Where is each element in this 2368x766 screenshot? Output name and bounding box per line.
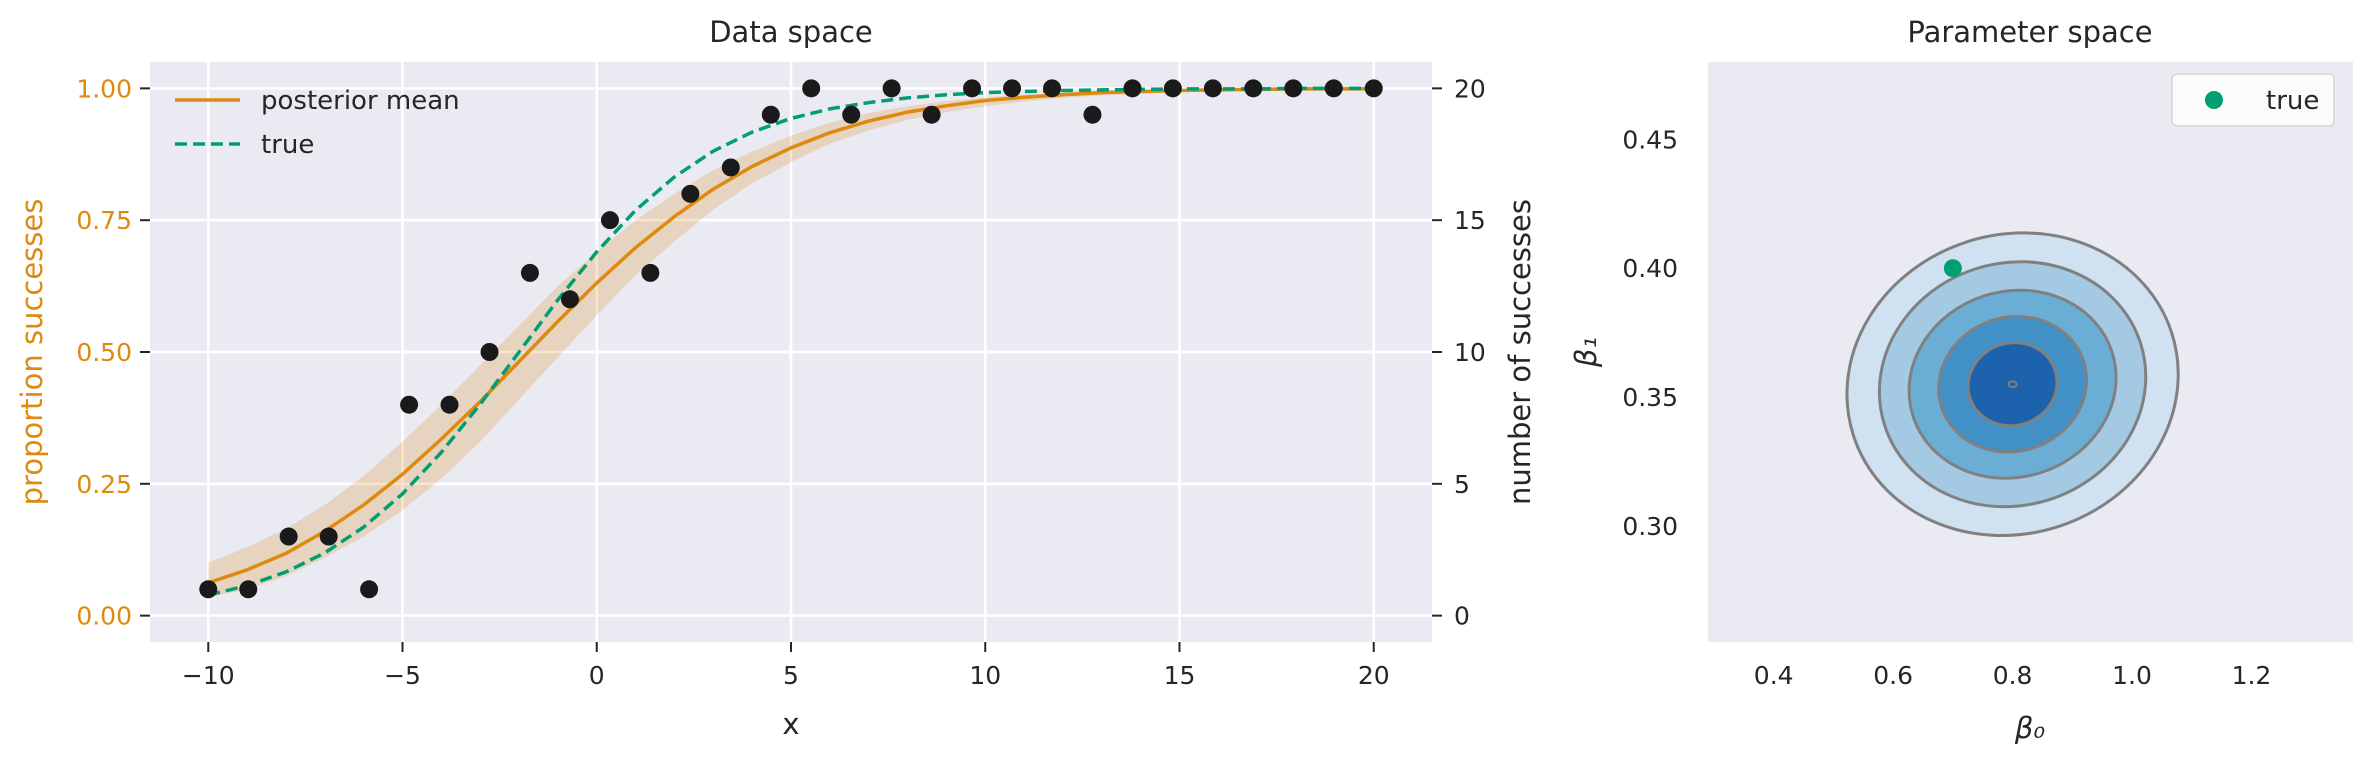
x-tick-label: 0 (589, 661, 605, 690)
data-point (1123, 79, 1142, 98)
data-point (681, 184, 700, 203)
data-point (560, 290, 579, 309)
data-space-left-tick-labels: 0.00 0.25 0.50 0.75 1.00 (76, 74, 150, 631)
data-point (761, 105, 780, 124)
y-tick-label: 0.50 (76, 338, 132, 367)
parameter-space-x-label: β₀ (2014, 711, 2046, 745)
beta1-tick-label: 0.30 (1622, 512, 1678, 541)
data-point (1163, 79, 1182, 98)
data-point (400, 395, 419, 414)
data-point (1284, 79, 1303, 98)
y-tick-label: 0.25 (76, 470, 132, 499)
posterior-credible-band (208, 88, 1374, 598)
data-point (721, 158, 740, 177)
data-point (1324, 79, 1343, 98)
legend-posterior-mean-label: posterior mean (261, 86, 460, 116)
data-space-right-tick-labels: 0 5 10 15 20 (1432, 74, 1486, 631)
data-point (1043, 79, 1062, 98)
posterior-density-contours (1845, 231, 2180, 538)
x-tick-label: −5 (384, 661, 421, 690)
beta0-tick-label: 0.6 (1873, 661, 1913, 690)
parameter-space-legend-box (2171, 73, 2335, 127)
data-point (199, 580, 218, 599)
data-space-x-label: x (782, 707, 799, 741)
beta0-tick-label: 0.8 (1993, 661, 2033, 690)
data-point (641, 263, 660, 282)
density-contour-level (1966, 341, 2059, 428)
data-point (802, 79, 821, 98)
x-tick-label: −10 (182, 661, 235, 690)
true-parameter-point (1943, 259, 1962, 278)
data-point (440, 395, 459, 414)
density-peak (2007, 380, 2018, 389)
right-tick-label: 0 (1454, 602, 1470, 631)
x-tick-label: 5 (783, 661, 799, 690)
x-tick-label: 20 (1358, 661, 1390, 690)
data-point (600, 211, 619, 230)
parameter-space-y-label: β₁ (1569, 337, 1603, 368)
data-point (520, 263, 539, 282)
data-point (882, 79, 901, 98)
posterior-band (208, 88, 1374, 598)
data-point (239, 580, 258, 599)
data-space-grid (150, 62, 1432, 642)
data-point (1364, 79, 1383, 98)
beta0-tick-label: 1.0 (2112, 661, 2152, 690)
data-space-axes: −10 −5 0 5 10 15 20 0.00 0.25 0.50 0.75 1.00 0 5 10 1… (15, 15, 1537, 741)
data-point (1244, 79, 1263, 98)
data-point (360, 580, 379, 599)
parameter-space-axes: 0.4 0.6 0.8 1.0 1.2 0.30 0.35 0.40 0.45 Paramet… (1569, 15, 2353, 745)
data-point (279, 527, 298, 546)
data-point (1003, 79, 1022, 98)
data-point (1203, 79, 1222, 98)
data-space-x-tick-labels: −10 −5 0 5 10 15 20 (182, 642, 1390, 690)
right-tick-label: 15 (1454, 206, 1486, 235)
right-tick-label: 5 (1454, 470, 1470, 499)
legend-true-marker (2205, 91, 2223, 109)
parameter-space-x-tick-labels: 0.4 0.6 0.8 1.0 1.2 (1754, 661, 2272, 690)
right-tick-label: 20 (1454, 74, 1486, 103)
beta1-tick-label: 0.35 (1622, 383, 1678, 412)
data-space-legend: posterior mean true (175, 86, 460, 160)
data-space-y-label: proportion successes (15, 199, 49, 506)
beta1-tick-label: 0.40 (1622, 254, 1678, 283)
data-space-right-y-label: number of successes (1503, 199, 1537, 505)
x-tick-label: 10 (969, 661, 1001, 690)
observed-data-points (199, 79, 1383, 599)
y-tick-label: 1.00 (76, 74, 132, 103)
data-point (922, 105, 941, 124)
data-point (842, 105, 861, 124)
legend-true-point-label: true (2266, 86, 2319, 116)
data-point (480, 343, 499, 361)
parameter-space-y-tick-labels: 0.30 0.35 0.40 0.45 (1622, 125, 1678, 541)
y-tick-label: 0.75 (76, 206, 132, 235)
data-point (963, 79, 982, 98)
data-space-title: Data space (709, 15, 873, 49)
beta0-tick-label: 0.4 (1754, 661, 1794, 690)
x-tick-label: 15 (1164, 661, 1196, 690)
right-tick-label: 10 (1454, 338, 1486, 367)
beta1-tick-label: 0.45 (1622, 125, 1678, 154)
parameter-space-legend: true (2171, 73, 2335, 127)
beta0-tick-label: 1.2 (2232, 661, 2272, 690)
parameter-space-title: Parameter space (1907, 15, 2152, 49)
true-parameter-marker (1943, 259, 1962, 278)
data-point (319, 527, 338, 546)
legend-true-label: true (261, 130, 314, 160)
data-point (1083, 105, 1102, 124)
y-tick-label: 0.00 (76, 602, 132, 631)
